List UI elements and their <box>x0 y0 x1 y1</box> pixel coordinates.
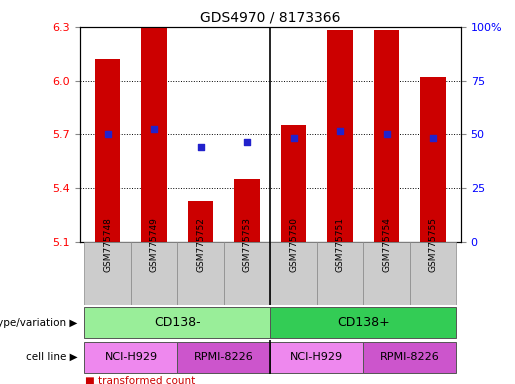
Bar <box>363 242 410 305</box>
Bar <box>84 342 178 372</box>
Bar <box>131 242 178 305</box>
Text: ■ transformed count: ■ transformed count <box>85 376 195 384</box>
Text: GSM775751: GSM775751 <box>336 217 345 272</box>
Bar <box>270 242 317 305</box>
Point <box>289 135 298 141</box>
Text: NCI-H929: NCI-H929 <box>290 352 344 362</box>
Text: GSM775750: GSM775750 <box>289 217 298 272</box>
Text: genotype/variation ▶: genotype/variation ▶ <box>0 318 77 328</box>
Text: RPMI-8226: RPMI-8226 <box>194 352 254 362</box>
Bar <box>84 242 131 305</box>
Bar <box>374 30 399 242</box>
Text: GSM775752: GSM775752 <box>196 217 205 272</box>
Bar <box>410 242 456 305</box>
Bar <box>270 342 363 372</box>
Bar <box>420 77 446 242</box>
Text: CD138-: CD138- <box>154 316 201 329</box>
Point <box>104 131 112 137</box>
Bar <box>281 126 306 242</box>
Text: GSM775753: GSM775753 <box>243 217 252 272</box>
Bar <box>95 59 121 242</box>
Bar <box>178 242 224 305</box>
Point <box>429 135 437 141</box>
Text: RPMI-8226: RPMI-8226 <box>380 352 440 362</box>
Point <box>197 144 205 150</box>
Point <box>336 128 344 134</box>
Point <box>383 131 391 137</box>
Text: GSM775748: GSM775748 <box>103 217 112 272</box>
Text: CD138+: CD138+ <box>337 316 390 329</box>
Point <box>150 126 158 132</box>
Title: GDS4970 / 8173366: GDS4970 / 8173366 <box>200 10 340 24</box>
Bar <box>328 30 353 242</box>
Bar <box>270 307 456 338</box>
Point <box>243 139 251 145</box>
Bar <box>363 342 456 372</box>
Text: cell line ▶: cell line ▶ <box>26 352 77 362</box>
Text: GSM775755: GSM775755 <box>428 217 438 272</box>
Text: GSM775749: GSM775749 <box>150 217 159 272</box>
Text: NCI-H929: NCI-H929 <box>105 352 158 362</box>
Bar <box>188 201 213 242</box>
Bar <box>84 307 270 338</box>
Text: GSM775754: GSM775754 <box>382 217 391 272</box>
Bar <box>178 342 270 372</box>
Bar <box>317 242 363 305</box>
Bar <box>142 27 167 242</box>
Bar <box>234 179 260 242</box>
Bar <box>224 242 270 305</box>
